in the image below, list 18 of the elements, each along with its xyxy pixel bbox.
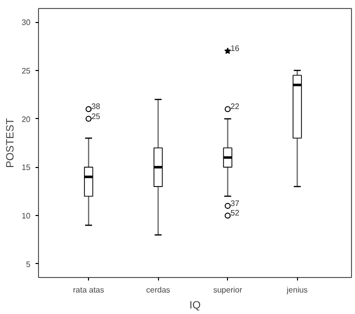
x-tick-label: rata atas [73,286,104,294]
annotation: 37 [230,198,240,208]
y-axis-title: POSTEST [4,118,17,168]
x-axis-title: IQ [189,300,201,312]
annotation: 38 [91,102,101,112]
annotation: 52 [230,208,240,218]
x-tick-label: superior [213,286,242,294]
y-tick-label: 15 [22,163,32,172]
annotation: 16 [230,44,240,54]
y-tick-label: 30 [22,18,32,28]
x-tick-label: cerdas [146,286,170,294]
y-tick-label: 10 [22,212,32,221]
annotation: 22 [230,102,240,112]
y-tick-label: 20 [22,114,32,124]
x-tick-label: jenius [286,286,308,294]
y-tick-label: 25 [22,66,32,76]
annotation: 25 [91,112,101,121]
y-tick-label: 5 [26,260,32,269]
